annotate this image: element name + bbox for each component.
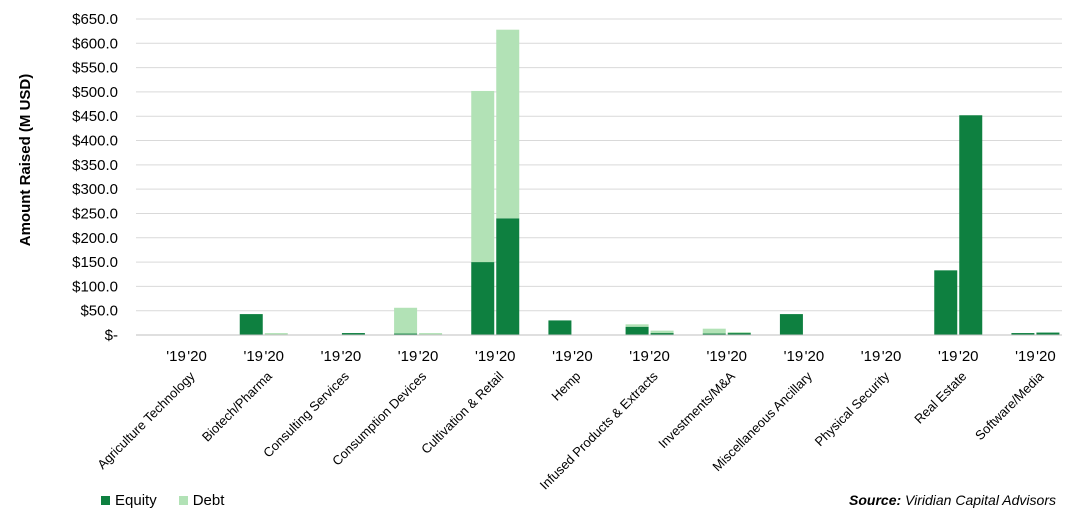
x-year-label-2019: '19	[1015, 348, 1035, 365]
y-tick-label: $150.0	[72, 254, 118, 271]
bar-equity-2020	[1036, 332, 1060, 335]
x-year-label-2020: '20	[959, 348, 979, 365]
bar-equity-2019	[934, 270, 958, 335]
x-year-label-2020: '20	[573, 348, 593, 365]
x-category-label: Investments/M&A	[655, 368, 738, 451]
bar-debt-2019	[702, 328, 726, 334]
bar-debt-2019	[471, 90, 495, 263]
y-tick-label: $450.0	[72, 108, 118, 125]
bar-debt-2019	[394, 307, 418, 334]
x-year-label-2020: '20	[419, 348, 439, 365]
x-category-label: Real Estate	[911, 369, 969, 427]
y-tick-label: $550.0	[72, 60, 118, 77]
y-tick-label: $400.0	[72, 133, 118, 150]
bar-equity-2019	[394, 333, 418, 335]
legend-item-debt: Debt	[178, 492, 225, 509]
x-category-label: Physical Security	[812, 368, 893, 449]
x-year-label-2019: '19	[938, 348, 958, 365]
x-year-label-2020: '20	[650, 348, 670, 365]
x-year-label-2020: '20	[342, 348, 362, 365]
bar-equity-2019	[471, 262, 495, 335]
legend: Equity Debt	[101, 492, 224, 509]
x-year-label-2020: '20	[805, 348, 825, 365]
bar-equity-2019	[239, 314, 263, 335]
y-tick-label: $600.0	[72, 35, 118, 52]
bar-equity-2019	[1011, 333, 1035, 335]
y-axis-label: Amount Raised (M USD)	[17, 74, 34, 247]
legend-item-equity: Equity	[101, 492, 157, 509]
x-year-label-2020: '20	[1036, 348, 1056, 365]
bar-equity-2020	[496, 218, 520, 335]
bar-debt-2020	[650, 330, 674, 334]
x-year-label-2019: '19	[475, 348, 495, 365]
x-year-label-2019: '19	[784, 348, 804, 365]
bar-debt-2020	[727, 332, 751, 334]
gridlines	[136, 18, 1062, 312]
x-year-label-2019: '19	[321, 348, 341, 365]
legend-label-equity: Equity	[115, 492, 157, 509]
x-year-label-2019: '19	[398, 348, 418, 365]
y-tick-label: $100.0	[72, 278, 118, 295]
x-year-label-2019: '19	[166, 348, 186, 365]
legend-swatch-equity	[101, 496, 110, 505]
y-tick-label: $250.0	[72, 205, 118, 222]
x-axis-year-ticks: '19'20'19'20'19'20'19'20'19'20'19'20'19 '…	[166, 348, 1055, 365]
x-year-label-2020: '20	[882, 348, 902, 365]
x-year-label-2019: '19	[552, 348, 572, 365]
x-category-label: Biotech/Pharma	[199, 368, 276, 445]
x-year-label-2020: '20	[727, 348, 747, 365]
x-category-label: Software/Media	[972, 368, 1047, 443]
x-year-label-2019: '19	[706, 348, 726, 365]
bar-equity-2020	[650, 333, 674, 335]
y-tick-label: $50.0	[80, 303, 118, 320]
bar-debt-2019	[625, 324, 649, 327]
bar-equity-2020	[959, 115, 983, 336]
bar-equity-2019	[548, 320, 572, 335]
x-axis-category-labels: Agriculture Technology Biotech/PharmaCons…	[94, 368, 1047, 493]
y-tick-label: $300.0	[72, 181, 118, 198]
x-year-label-2019: '19	[243, 348, 263, 365]
source-label: Source:	[849, 492, 902, 508]
bar-debt-2020	[496, 29, 520, 219]
x-category-label: Consulting Services	[260, 368, 352, 460]
legend-swatch-debt	[178, 496, 188, 505]
bar-equity-2019	[779, 314, 803, 335]
bar-equity-2019	[702, 333, 726, 335]
y-axis-ticks: $650.0 $600.0 $550.0 $500.0 $450.0 $400.0 $350…	[72, 11, 118, 344]
bars	[239, 29, 1060, 336]
source-note: Source: Viridian Capital Advisors	[849, 492, 1056, 508]
y-tick-label: $650.0	[72, 11, 118, 28]
legend-label-debt: Debt	[192, 492, 225, 509]
x-year-label-2019: '19	[629, 348, 649, 365]
bar-debt-2020	[419, 333, 443, 335]
x-year-label-2020: '20	[187, 348, 207, 365]
x-category-label: Hemp	[548, 369, 583, 404]
x-year-label-2020: '20	[264, 348, 284, 365]
y-tick-label: $350.0	[72, 157, 118, 174]
x-category-label: Agriculture Technology	[94, 368, 198, 472]
source-text: Viridian Capital Advisors	[905, 492, 1056, 508]
x-year-label-2019: '19	[861, 348, 881, 365]
y-tick-label: $500.0	[72, 84, 118, 101]
bar-equity-2019	[625, 326, 649, 335]
y-tick-label: $200.0	[72, 230, 118, 247]
bar-equity-2020	[341, 333, 365, 335]
bar-equity-2020	[727, 333, 751, 335]
x-year-label-2020: '20	[496, 348, 516, 365]
bar-debt-2020	[264, 333, 288, 335]
y-tick-label: $-	[105, 327, 118, 344]
x-category-label: Cultivation & Retail	[418, 368, 506, 456]
